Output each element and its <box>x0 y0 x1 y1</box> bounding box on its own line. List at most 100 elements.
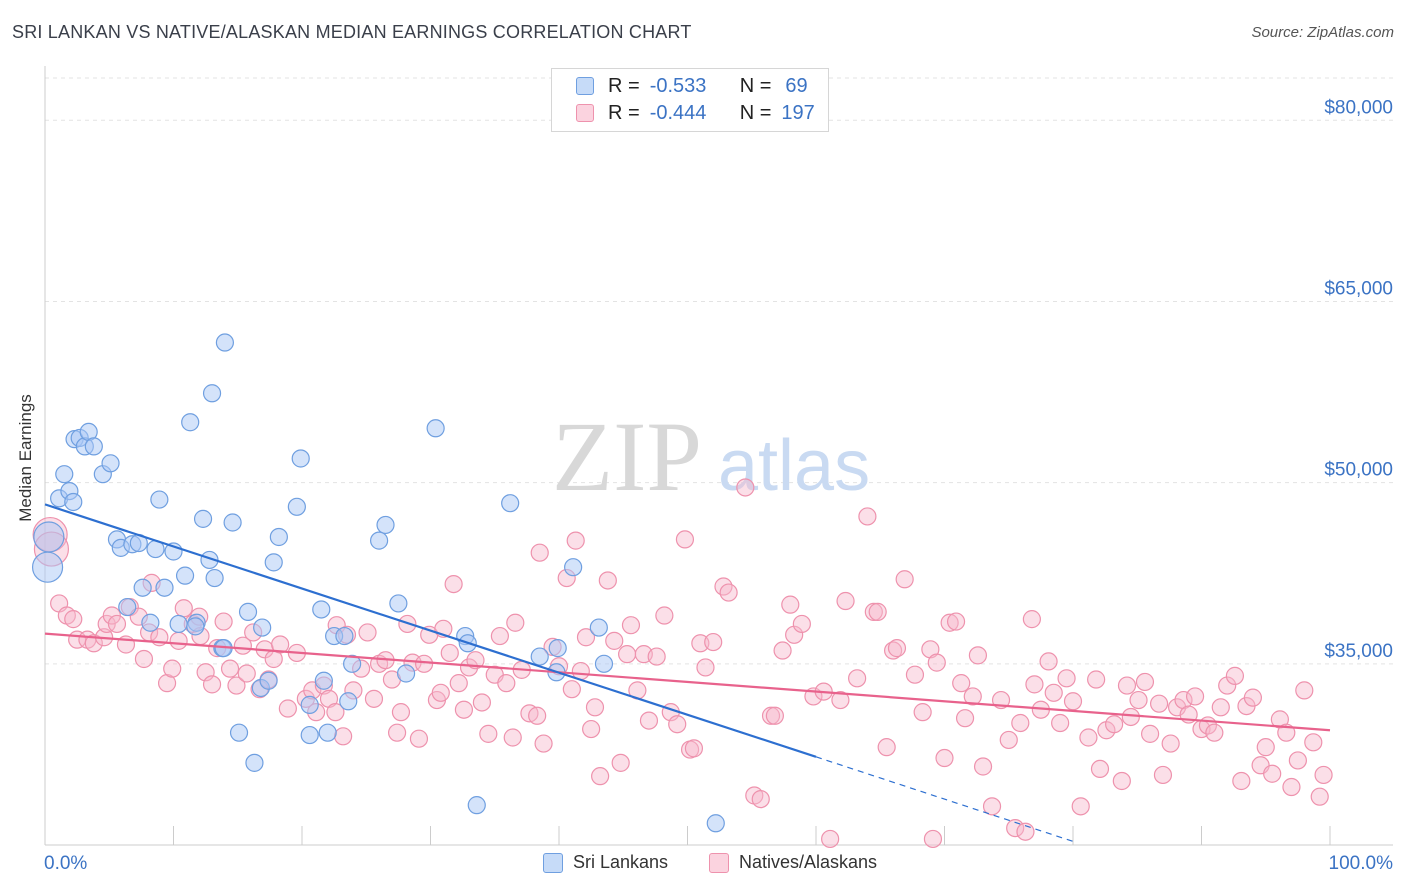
data-point-natives-alaskans <box>591 767 610 786</box>
data-point-natives-alaskans <box>952 674 971 693</box>
data-point-natives-alaskans <box>655 606 674 625</box>
trendline-natives-alaskans <box>44 632 1331 732</box>
data-point-natives-alaskans <box>836 591 855 611</box>
data-point-natives-alaskans <box>169 631 188 650</box>
data-point-sri-lankans <box>186 617 205 636</box>
data-point-natives-alaskans <box>1051 713 1070 733</box>
source-credit: Source: ZipAtlas.com <box>1251 24 1394 41</box>
data-point-natives-alaskans <box>704 632 723 652</box>
data-point-natives-alaskans <box>134 649 154 669</box>
legend-r-value: -0.533 <box>649 74 707 97</box>
data-point-sri-lankans <box>501 494 520 513</box>
data-point-natives-alaskans <box>530 543 549 562</box>
data-point-natives-alaskans <box>935 748 954 768</box>
data-point-natives-alaskans <box>566 531 585 550</box>
data-point-natives-alaskans <box>1117 676 1137 695</box>
data-point-natives-alaskans <box>968 646 988 665</box>
data-point-natives-alaskans <box>1112 771 1131 791</box>
data-point-natives-alaskans <box>905 665 925 684</box>
data-point-natives-alaskans <box>946 612 966 631</box>
series-legend-natives-alaskans: Natives/Alaskans <box>709 852 877 873</box>
data-point-natives-alaskans <box>107 614 127 634</box>
data-point-natives-alaskans <box>278 699 297 718</box>
data-point-natives-alaskans <box>821 829 840 849</box>
data-point-natives-alaskans <box>444 574 463 594</box>
data-point-natives-alaskans <box>237 664 256 683</box>
data-point-sri-lankans <box>193 509 213 528</box>
data-point-sri-lankans <box>312 600 331 619</box>
natives-alaskans-points <box>32 478 1333 849</box>
data-point-natives-alaskans <box>1121 707 1140 727</box>
data-point-sri-lankans <box>264 553 283 572</box>
data-point-sri-lankans <box>300 695 319 714</box>
legend-n-label: N = <box>739 74 772 97</box>
data-point-natives-alaskans <box>639 711 659 730</box>
data-point-sri-lankans <box>300 725 319 745</box>
data-point-sri-lankans <box>376 515 395 535</box>
data-point-natives-alaskans <box>999 730 1018 750</box>
y-tick-labels: $35,000 $50,000 $65,000 $80,000 <box>1324 97 1393 662</box>
series-swatch-blue <box>543 852 563 873</box>
data-point-sri-lankans <box>133 578 152 597</box>
data-point-natives-alaskans <box>1263 764 1282 783</box>
data-point-sri-lankans <box>335 626 354 646</box>
data-point-natives-alaskans <box>1243 688 1263 707</box>
axes <box>44 66 1393 846</box>
legend-r-label: R = <box>608 101 640 124</box>
data-point-natives-alaskans <box>611 753 630 772</box>
data-point-natives-alaskans <box>1044 683 1063 702</box>
data-point-natives-alaskans <box>1282 777 1301 797</box>
data-point-natives-alaskans <box>1063 692 1083 711</box>
data-point-sri-lankans <box>467 796 486 815</box>
data-point-sri-lankans <box>64 492 83 512</box>
data-point-sri-lankans <box>269 527 288 547</box>
data-point-sri-lankans <box>205 568 224 588</box>
data-point-natives-alaskans <box>765 706 784 725</box>
data-point-natives-alaskans <box>1211 698 1230 717</box>
data-point-natives-alaskans <box>227 676 246 695</box>
data-point-natives-alaskans <box>503 728 522 747</box>
legend-swatch-pink <box>576 104 594 122</box>
y-tick-label: $80,000 <box>1324 97 1393 118</box>
data-point-natives-alaskans <box>585 698 605 717</box>
data-point-natives-alaskans <box>691 634 710 653</box>
data-point-natives-alaskans <box>576 628 596 647</box>
data-point-natives-alaskans <box>1071 797 1090 816</box>
data-point-natives-alaskans <box>472 693 491 712</box>
data-point-sri-lankans <box>370 531 389 550</box>
data-point-natives-alaskans <box>621 616 641 635</box>
trend-lines <box>44 503 1331 842</box>
data-point-natives-alaskans <box>582 719 601 739</box>
data-point-natives-alaskans <box>684 739 704 758</box>
data-point-natives-alaskans <box>982 797 1002 816</box>
data-point-natives-alaskans <box>923 829 943 849</box>
data-point-natives-alaskans <box>605 631 624 650</box>
x-tick-label: 0.0% <box>44 853 87 874</box>
data-point-natives-alaskans <box>647 647 666 666</box>
data-point-sri-lankans <box>426 419 445 438</box>
data-point-natives-alaskans <box>1232 771 1251 791</box>
data-point-natives-alaskans <box>364 689 384 708</box>
legend-swatch-blue <box>576 77 594 95</box>
data-point-natives-alaskans <box>761 706 781 725</box>
data-point-natives-alaskans <box>887 639 907 658</box>
data-point-natives-alaskans <box>431 683 450 702</box>
y-tick-label: $50,000 <box>1324 460 1393 481</box>
data-point-natives-alaskans <box>1310 787 1329 806</box>
data-point-natives-alaskans <box>1129 690 1148 710</box>
data-point-natives-alaskans <box>391 703 411 722</box>
data-point-natives-alaskans <box>773 641 792 660</box>
data-point-natives-alaskans <box>220 659 240 678</box>
data-point-natives-alaskans <box>940 613 959 632</box>
data-point-natives-alaskans <box>490 626 509 646</box>
legend-row-natives-alaskans: R = -0.444 N = 197 <box>576 100 815 126</box>
data-point-sri-lankans <box>150 490 169 509</box>
sri-lankans-points <box>31 333 725 833</box>
data-point-sri-lankans <box>548 639 567 658</box>
data-point-sri-lankans <box>318 723 337 742</box>
series-label: Natives/Alaskans <box>739 852 878 872</box>
data-point-natives-alaskans <box>528 706 547 725</box>
data-point-natives-alaskans <box>440 643 459 663</box>
data-point-natives-alaskans <box>963 687 982 706</box>
data-point-natives-alaskans <box>618 645 637 664</box>
